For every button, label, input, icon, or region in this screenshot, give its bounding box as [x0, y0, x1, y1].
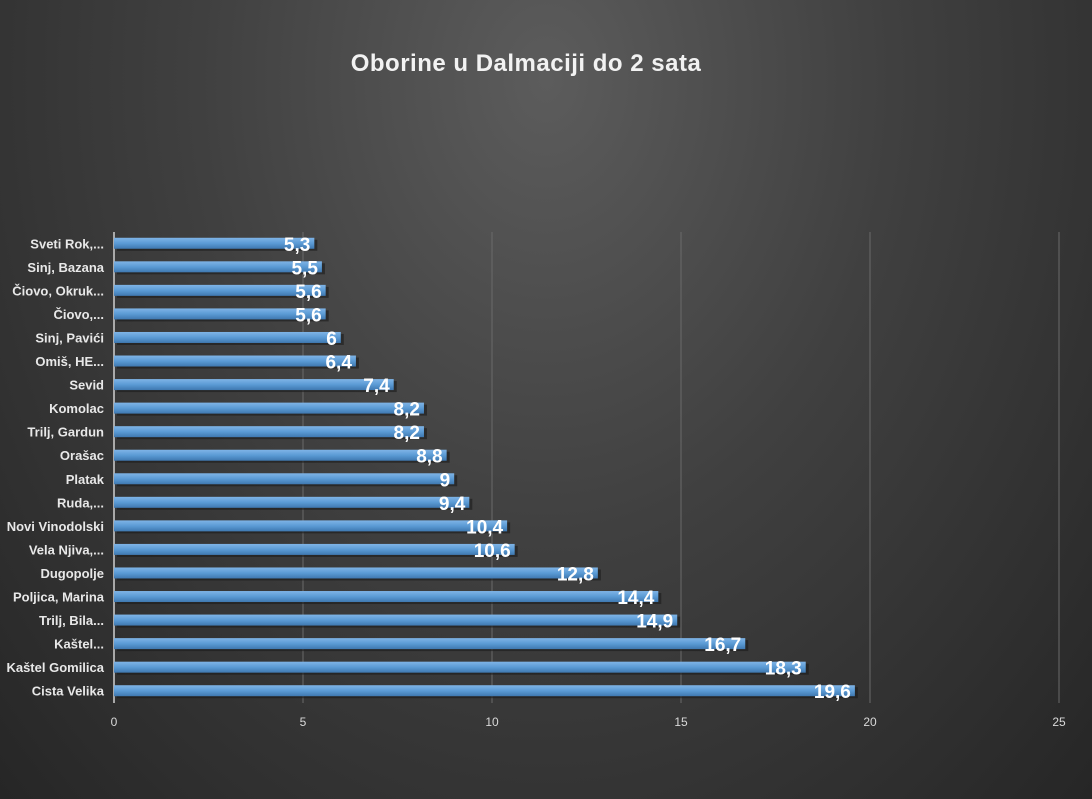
x-tick-label: 25 [1052, 715, 1066, 729]
bar [114, 614, 678, 626]
data-label: 5,6 [295, 282, 321, 303]
category-label: Sveti Rok,... [30, 236, 104, 251]
x-tick-label: 0 [111, 715, 118, 729]
category-label: Omiš, HE... [35, 354, 104, 369]
bar [114, 308, 326, 320]
x-tick-label: 5 [300, 715, 307, 729]
bar [114, 567, 598, 579]
data-label: 8,2 [394, 423, 420, 444]
x-tick-label: 10 [485, 715, 499, 729]
data-label: 6 [326, 329, 337, 350]
data-label: 6,4 [325, 353, 352, 374]
category-label: Sevid [69, 378, 104, 393]
bar [114, 496, 470, 508]
category-label: Sinj, Pavići [35, 330, 104, 345]
data-label: 14,4 [617, 588, 654, 609]
category-label: Platak [66, 472, 105, 487]
category-label: Čiovo, Okruk... [12, 283, 104, 298]
data-label: 10,4 [466, 517, 503, 538]
category-label: Sinj, Bazana [27, 260, 104, 275]
category-label: Kaštel... [54, 637, 104, 652]
bar [114, 355, 356, 367]
bar [114, 379, 394, 391]
bar [114, 473, 455, 485]
bar [114, 402, 424, 414]
category-label: Vela Njiva,... [29, 542, 104, 557]
category-label: Komolac [49, 401, 104, 416]
bar [114, 426, 424, 438]
bar [114, 237, 315, 249]
data-label: 8,8 [416, 447, 442, 468]
data-label: 9 [440, 470, 451, 491]
data-label: 12,8 [557, 564, 594, 585]
data-label: 18,3 [765, 659, 802, 680]
data-label: 5,5 [291, 258, 318, 279]
chart-title: Oborine u Dalmaciji do 2 sata [351, 50, 702, 77]
bar [114, 284, 326, 296]
category-label: Novi Vinodolski [7, 519, 104, 534]
bar [114, 685, 855, 697]
data-label: 8,2 [394, 400, 420, 421]
data-label: 9,4 [439, 494, 466, 515]
bar [114, 261, 322, 273]
category-label: Trilj, Bila... [39, 613, 104, 628]
category-label: Trilj, Gardun [27, 425, 104, 440]
category-label: Kaštel Gomilica [6, 660, 104, 675]
bar [114, 331, 341, 343]
data-label: 16,7 [704, 635, 741, 656]
bar [114, 543, 515, 555]
category-label: Dugopolje [40, 566, 104, 581]
category-label: Orašac [60, 448, 104, 463]
data-label: 5,6 [295, 305, 321, 326]
bar [114, 591, 659, 603]
bar [114, 520, 508, 532]
category-label: Poljica, Marina [13, 590, 105, 605]
category-label: Čiovo,... [53, 307, 104, 322]
data-label: 5,3 [284, 235, 310, 256]
category-label: Cista Velika [32, 684, 105, 699]
x-tick-label: 15 [674, 715, 688, 729]
category-label: Ruda,... [57, 495, 104, 510]
data-label: 7,4 [363, 376, 390, 397]
data-label: 10,6 [474, 541, 511, 562]
bar [114, 449, 447, 461]
x-tick-label: 20 [863, 715, 877, 729]
bar [114, 638, 746, 650]
bar [114, 661, 806, 673]
data-label: 14,9 [636, 612, 673, 633]
data-label: 19,6 [814, 682, 851, 703]
